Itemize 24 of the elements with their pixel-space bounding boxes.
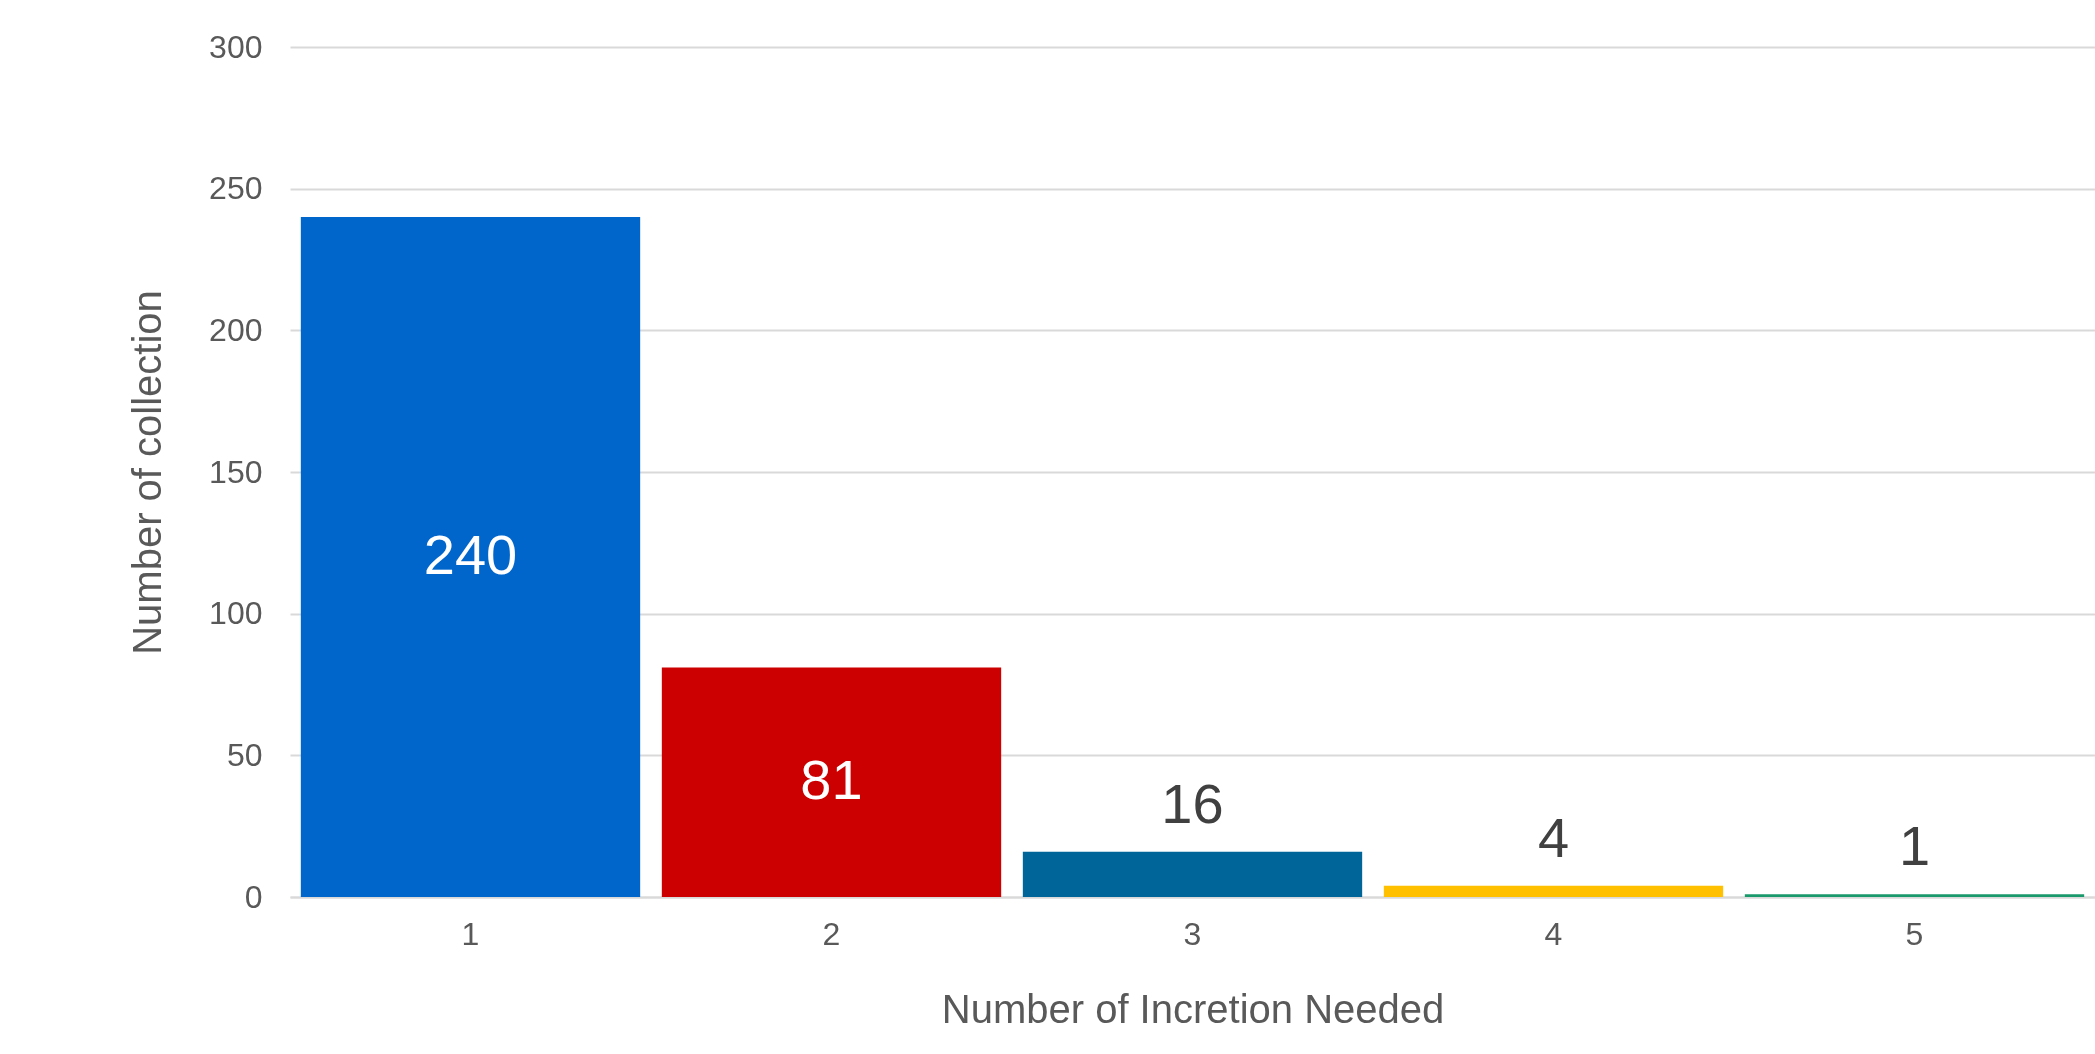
bar	[1022, 851, 1363, 897]
data-label: 4	[1537, 805, 1570, 869]
x-tick-label: 3	[1183, 915, 1202, 952]
y-axis-title: Number of collection	[125, 290, 170, 655]
data-label: 16	[1161, 771, 1224, 835]
x-tick-label: 2	[822, 915, 841, 952]
y-tick-label: 300	[209, 28, 263, 65]
x-axis-title: Number of Incretion Needed	[941, 986, 1445, 1031]
bar	[661, 667, 1002, 897]
data-label: 1	[1898, 814, 1931, 878]
y-tick-label: 150	[209, 453, 263, 490]
y-tick-label: 250	[209, 170, 263, 207]
data-label: 81	[800, 748, 863, 812]
bar	[1383, 885, 1724, 897]
bar	[1744, 894, 2085, 897]
y-tick-label: 100	[209, 595, 263, 632]
x-tick-label: 5	[1905, 915, 1924, 952]
x-tick-label: 4	[1544, 915, 1563, 952]
bar	[300, 217, 641, 897]
y-tick-label: 50	[226, 736, 263, 773]
y-tick-label: 0	[244, 878, 263, 915]
y-tick-label: 200	[209, 311, 263, 348]
x-tick-label: 1	[461, 915, 480, 952]
data-label: 240	[423, 523, 518, 586]
